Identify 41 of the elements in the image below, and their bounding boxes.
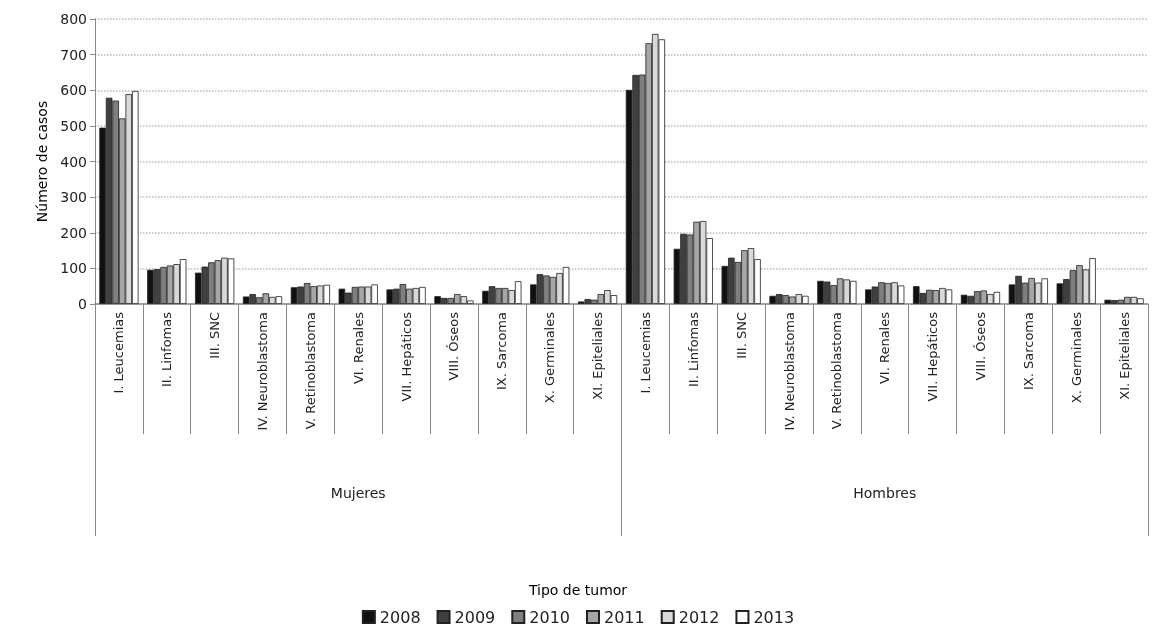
y-tick-label: 300 xyxy=(60,189,87,206)
y-tick-label: 600 xyxy=(60,82,87,99)
text: Tipo de tumor xyxy=(527,582,628,598)
legend-label: 2013 xyxy=(753,607,795,627)
x-tick-label: XI. Epiteliales xyxy=(590,311,606,400)
x-tick-label: X. Germinales xyxy=(1068,311,1084,404)
x-tick-label: VII. Hepáticos xyxy=(398,311,414,402)
x-tick-label: XI. Epiteliales xyxy=(1116,311,1132,400)
x-tick-label: IX. Sarcoma xyxy=(1020,312,1036,391)
y-tick-label: 200 xyxy=(60,224,87,241)
x-tick-label: II. Linfomas xyxy=(685,311,701,387)
x-tick-label: IV. Neuroblastoma xyxy=(255,312,271,431)
x-tick-label: VIII. Óseos xyxy=(446,311,462,381)
y-tick-label: 500 xyxy=(60,117,87,134)
x-tick-label: VI. Renales xyxy=(350,311,366,385)
y-axis-title: Número de casos xyxy=(34,100,51,223)
legend-label: 2009 xyxy=(454,607,496,627)
x-tick-label: VI. Renales xyxy=(877,311,893,385)
x-tick-label: V. Retinoblastoma xyxy=(302,312,318,430)
x-tick-label: III. SNC xyxy=(733,312,749,359)
x-tick-label: I. Leucemias xyxy=(111,311,127,394)
legend-label: 2012 xyxy=(678,607,720,627)
text: Hombres xyxy=(853,485,917,501)
y-tick-label: 700 xyxy=(60,46,87,63)
y-tick-label: 0 xyxy=(78,296,87,312)
legend-label: 2011 xyxy=(604,607,645,627)
y-tick-label: 800 xyxy=(60,11,87,27)
text: Mujeres xyxy=(330,485,386,501)
legend-label: 2010 xyxy=(529,607,570,627)
x-tick-label: I. Leucemias xyxy=(637,311,653,394)
legend-label: 2008 xyxy=(379,607,421,627)
x-tick-label: IV. Neuroblastoma xyxy=(781,312,797,431)
x-tick-label: IX. Sarcoma xyxy=(494,312,510,391)
x-tick-label: II. Linfomas xyxy=(159,311,175,387)
x-tick-label: V. Retinoblastoma xyxy=(829,312,845,430)
y-tick-label: 400 xyxy=(60,153,87,170)
x-tick-label: VII. Hepáticos xyxy=(925,311,941,402)
x-tick-label: III. SNC xyxy=(207,312,223,359)
y-tick-label: 100 xyxy=(60,260,87,277)
x-tick-label: VIII. Óseos xyxy=(972,311,988,381)
x-tick-label: X. Germinales xyxy=(542,311,558,404)
